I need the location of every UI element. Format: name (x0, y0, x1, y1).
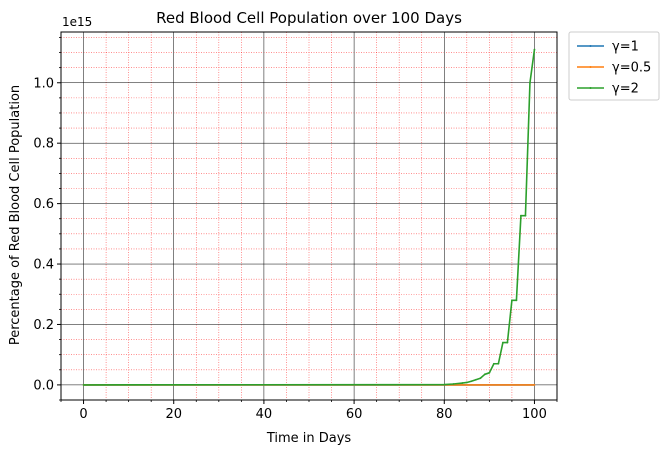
data-point (452, 383, 455, 385)
data-point (533, 48, 536, 51)
x-tick-label: 40 (256, 407, 273, 422)
major-grid (61, 32, 557, 400)
data-point (497, 362, 500, 365)
legend-label: γ=1 (612, 40, 639, 55)
x-tick-label: 100 (522, 407, 547, 422)
y-tick-label: 0.2 (33, 318, 54, 333)
legend-label: γ=2 (612, 82, 639, 97)
data-point (443, 383, 446, 386)
x-tick-label: 60 (346, 407, 363, 422)
data-point (479, 377, 482, 380)
y-tick-label: 1.0 (33, 76, 54, 91)
legend-marker (589, 66, 592, 68)
series-layer (82, 48, 536, 386)
legend: γ=1 γ=0.5 γ=2 (568, 31, 660, 101)
y-tick-label: 0.0 (33, 378, 54, 393)
data-point (461, 382, 464, 384)
data-point (82, 383, 85, 386)
y-tick-label: 0.6 (33, 197, 54, 212)
data-point (506, 341, 509, 344)
legend-frame (568, 31, 660, 101)
legend-marker (589, 45, 592, 47)
x-tick-label: 80 (436, 407, 453, 422)
data-point (520, 214, 522, 217)
minor-grid (60, 32, 558, 401)
legend-marker (589, 87, 592, 89)
y-offset-label: 1e15 (62, 15, 92, 29)
data-point (524, 214, 527, 217)
data-point (474, 378, 477, 381)
x-tick-label: 20 (165, 407, 182, 422)
data-point (511, 299, 513, 302)
x-tick-label: 0 (79, 407, 87, 422)
data-point (533, 383, 536, 386)
legend-label: γ=0.5 (612, 61, 651, 76)
data-point (470, 380, 473, 383)
data-point (492, 362, 495, 365)
legend-items: γ=1 γ=0.5 γ=2 (577, 40, 651, 97)
data-point (515, 299, 518, 302)
y-axis-label: Percentage of Red Blood Cell Population (8, 85, 23, 345)
ticks: 0 20 40 60 80 100 0.0 0.2 0.4 0.6 0.8 1.0 (33, 37, 558, 422)
data-point (501, 341, 504, 344)
chart-title: Red Blood Cell Population over 100 Days (156, 9, 462, 27)
data-point (488, 371, 491, 374)
data-point (483, 373, 486, 376)
data-point (465, 381, 468, 384)
y-tick-label: 0.4 (33, 258, 54, 273)
y-tick-label: 0.8 (33, 137, 54, 152)
x-axis-label: Time in Days (266, 431, 352, 446)
data-point (529, 81, 531, 84)
